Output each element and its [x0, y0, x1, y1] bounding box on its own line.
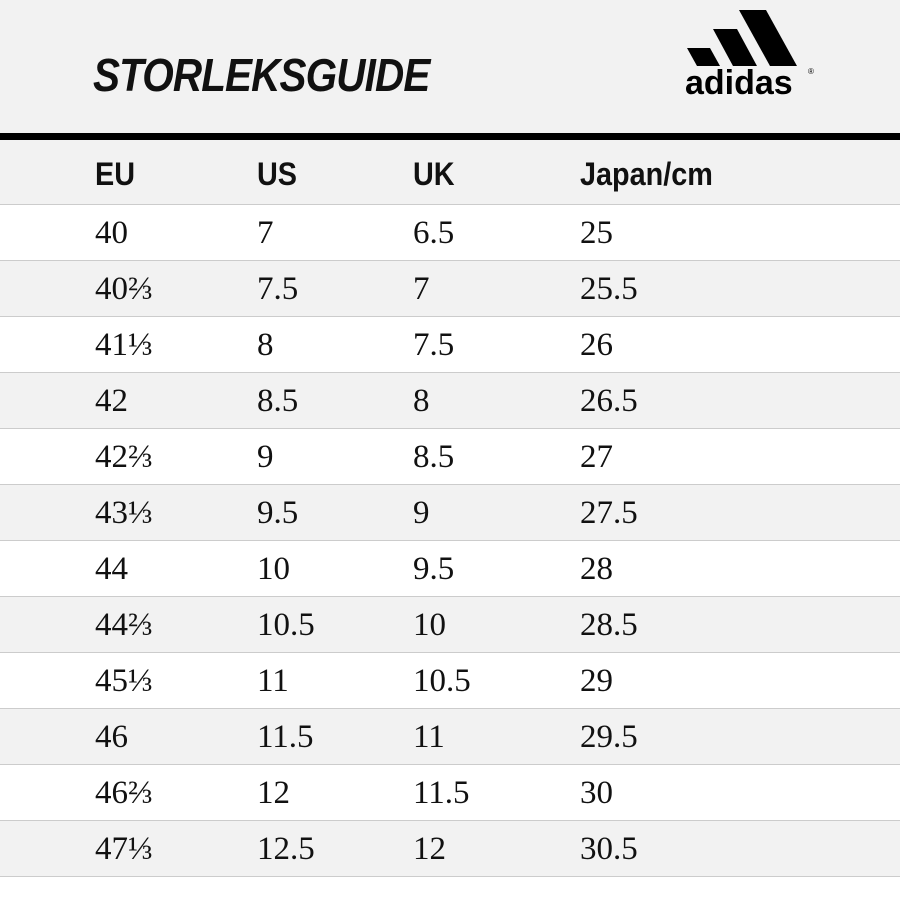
- table-row: 44⅔ 10.5 10 28.5: [0, 597, 900, 653]
- table-cell: 11.5: [257, 719, 314, 755]
- table-cell: 42⅔: [95, 439, 153, 475]
- table-cell: 11.5: [413, 775, 470, 811]
- table-cell: 9: [257, 439, 274, 475]
- table-cell: 10: [413, 607, 446, 643]
- table-cell: 46⅔: [95, 775, 153, 811]
- table-cell: 10: [257, 551, 290, 587]
- table-cell: 10.5: [413, 663, 471, 699]
- table-cell: 11: [413, 719, 445, 755]
- table-cell: 11: [257, 663, 289, 699]
- table-cell: 44: [95, 551, 128, 587]
- table-row: 46⅔ 12 11.5 30: [0, 765, 900, 821]
- table-row: 41⅓ 8 7.5 26: [0, 317, 900, 373]
- table-row: 42 8.5 8 26.5: [0, 373, 900, 429]
- table-row: 42⅔ 9 8.5 27: [0, 429, 900, 485]
- table-cell: 43⅓: [95, 495, 153, 531]
- title: STORLEKSGUIDE: [93, 49, 430, 101]
- table-cell: 28: [580, 551, 613, 587]
- divider: [0, 133, 900, 140]
- table-cell: 29.5: [580, 719, 638, 755]
- table-row: 40 7 6.5 25: [0, 205, 900, 261]
- table-cell: 9.5: [413, 551, 455, 587]
- table-cell: 12: [257, 775, 290, 811]
- table-cell: 7.5: [413, 327, 455, 363]
- logo: adidas ®: [685, 10, 814, 102]
- logo-stripe: [687, 48, 720, 66]
- table-cell: 42: [95, 383, 128, 419]
- table-cell: 28.5: [580, 607, 638, 643]
- table-cell: 9: [413, 495, 430, 531]
- table-cell: 45⅓: [95, 663, 153, 699]
- table-cell: 44⅔: [95, 607, 153, 643]
- table-cell: 47⅓: [95, 831, 153, 867]
- table-cell: 40: [95, 215, 128, 251]
- table-cell: 12.5: [257, 831, 315, 867]
- table-cell: 8.5: [413, 439, 455, 475]
- table-cell: 10.5: [257, 607, 315, 643]
- table-row: 47⅓ 12.5 12 30.5: [0, 821, 900, 877]
- table-cell: 30: [580, 775, 613, 811]
- table-cell: 26: [580, 327, 613, 363]
- table-cell: 12: [413, 831, 446, 867]
- logo-mark: ®: [808, 67, 814, 76]
- table-cell: 25.5: [580, 271, 638, 307]
- column-header: US: [257, 156, 298, 192]
- column-header: EU: [95, 156, 136, 192]
- column-header: UK: [413, 156, 455, 192]
- table-cell: 7.5: [257, 271, 299, 307]
- table-row: 46 11.5 11 29.5: [0, 709, 900, 765]
- table-cell: 41⅓: [95, 327, 153, 363]
- table-cell: 8: [257, 327, 274, 363]
- header: STORLEKSGUIDE adidas ®: [0, 0, 900, 134]
- table-cell: 9.5: [257, 495, 299, 531]
- table-row: 45⅓ 11 10.5 29: [0, 653, 900, 709]
- table-cell: 40⅔: [95, 271, 153, 307]
- table-cell: 46: [95, 719, 128, 755]
- table-cell: 26.5: [580, 383, 638, 419]
- table-row: 40⅔ 7.5 7 25.5: [0, 261, 900, 317]
- table-cell: 29: [580, 663, 613, 699]
- table-header: EU US UK Japan/cm: [0, 140, 900, 205]
- table-cell: 6.5: [413, 215, 455, 251]
- table-cell: 8.5: [257, 383, 299, 419]
- table-cell: 27.5: [580, 495, 638, 531]
- table-cell: 27: [580, 439, 613, 475]
- table-row: 44 10 9.5 28: [0, 541, 900, 597]
- table-cell: 25: [580, 215, 613, 251]
- table-cell: 8: [413, 383, 430, 419]
- table-row: 43⅓ 9.5 9 27.5: [0, 485, 900, 541]
- logo-stripe: [739, 10, 797, 66]
- column-header: Japan/cm: [580, 156, 713, 192]
- table-cell: 7: [257, 215, 274, 251]
- logo-stripe: [713, 29, 757, 66]
- logo-text: adidas: [685, 64, 793, 102]
- table-cell: 7: [413, 271, 430, 307]
- table-cell: 30.5: [580, 831, 638, 867]
